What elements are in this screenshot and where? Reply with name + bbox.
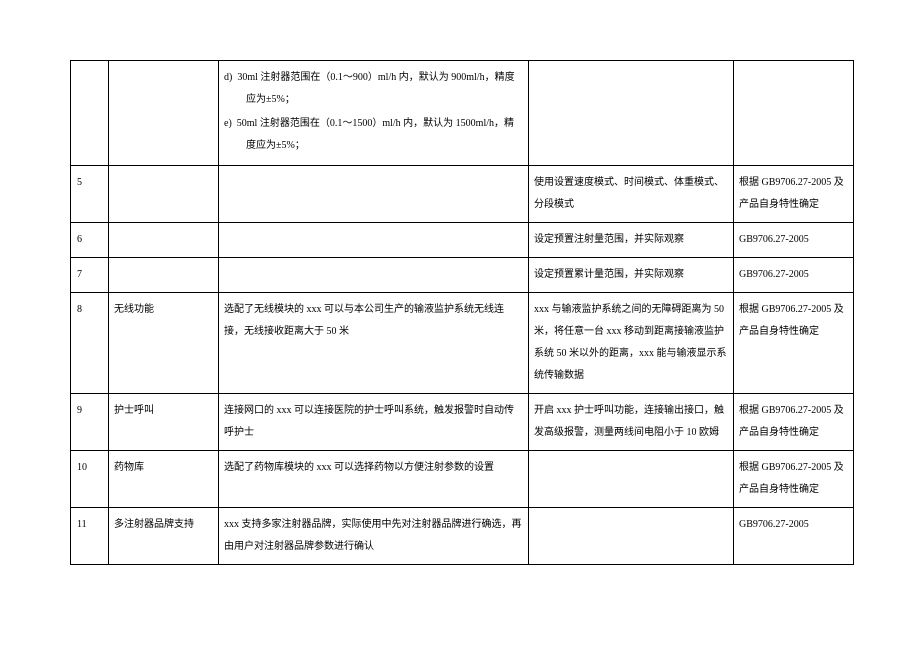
cell-method: xxx 与输液监护系统之间的无障碍距离为 50 米，将任意一台 xxx 移动到距… [529,293,734,394]
cell-ref: GB9706.27-2005 [734,258,854,293]
cell-name: 多注射器品牌支持 [109,508,219,565]
list-label: d) [224,72,232,83]
cell-name: 药物库 [109,451,219,508]
cell-desc: xxx 支持多家注射器品牌，实际使用中先对注射器品牌进行确选，再由用户对注射器品… [219,508,529,565]
cell-method: 开启 xxx 护士呼叫功能，连接输出接口，触发高级报警，测量两线间电阻小于 10… [529,394,734,451]
cell-desc: 连接网口的 xxx 可以连接医院的护士呼叫系统，触发报警时自动传呼护士 [219,394,529,451]
cell-method [529,451,734,508]
cell-no: 11 [71,508,109,565]
table-row: 10 药物库 选配了药物库模块的 xxx 可以选择药物以方便注射参数的设置 根据… [71,451,854,508]
cell-desc: 选配了无线模块的 xxx 可以与本公司生产的输液监护系统无线连接，无线接收距离大… [219,293,529,394]
cell-ref: 根据 GB9706.27-2005 及产品自身特性确定 [734,293,854,394]
table-row: 6 设定预置注射量范围，并实际观察 GB9706.27-2005 [71,223,854,258]
table-row: 5 使用设置速度模式、时间模式、体重模式、分段模式 根据 GB9706.27-2… [71,166,854,223]
cell-desc: d) 30ml 注射器范围在（0.1～900）ml/h 内，默认为 900ml/… [219,61,529,166]
cell-no: 5 [71,166,109,223]
table-row: 7 设定预置累计量范围，并实际观察 GB9706.27-2005 [71,258,854,293]
cell-method: 设定预置累计量范围，并实际观察 [529,258,734,293]
table-row: 9 护士呼叫 连接网口的 xxx 可以连接医院的护士呼叫系统，触发报警时自动传呼… [71,394,854,451]
cell-name: 无线功能 [109,293,219,394]
cell-desc [219,166,529,223]
cell-ref: 根据 GB9706.27-2005 及产品自身特性确定 [734,451,854,508]
cell-desc: 选配了药物库模块的 xxx 可以选择药物以方便注射参数的设置 [219,451,529,508]
cell-no [71,61,109,166]
cell-method: 设定预置注射量范围，并实际观察 [529,223,734,258]
cell-no: 7 [71,258,109,293]
cell-no: 10 [71,451,109,508]
list-label: e) [224,118,232,129]
list-item-e: e) 50ml 注射器范围在（0.1～1500）ml/h 内，默认为 1500m… [224,113,523,157]
table-row: 8 无线功能 选配了无线模块的 xxx 可以与本公司生产的输液监护系统无线连接，… [71,293,854,394]
cell-ref [734,61,854,166]
cell-no: 6 [71,223,109,258]
cell-no: 9 [71,394,109,451]
cell-name [109,61,219,166]
cell-ref: 根据 GB9706.27-2005 及产品自身特性确定 [734,394,854,451]
table-row: d) 30ml 注射器范围在（0.1～900）ml/h 内，默认为 900ml/… [71,61,854,166]
spec-table: d) 30ml 注射器范围在（0.1～900）ml/h 内，默认为 900ml/… [70,60,854,565]
list-text: 30ml 注射器范围在（0.1～900）ml/h 内，默认为 900ml/h，精… [237,72,514,105]
cell-ref: GB9706.27-2005 [734,223,854,258]
spec-table-body: d) 30ml 注射器范围在（0.1～900）ml/h 内，默认为 900ml/… [71,61,854,565]
table-row: 11 多注射器品牌支持 xxx 支持多家注射器品牌，实际使用中先对注射器品牌进行… [71,508,854,565]
cell-method [529,508,734,565]
cell-ref: 根据 GB9706.27-2005 及产品自身特性确定 [734,166,854,223]
list-text: 50ml 注射器范围在（0.1～1500）ml/h 内，默认为 1500ml/h… [237,118,514,151]
cell-name [109,223,219,258]
cell-method: 使用设置速度模式、时间模式、体重模式、分段模式 [529,166,734,223]
cell-name: 护士呼叫 [109,394,219,451]
cell-desc [219,258,529,293]
cell-ref: GB9706.27-2005 [734,508,854,565]
cell-name [109,166,219,223]
list-item-d: d) 30ml 注射器范围在（0.1～900）ml/h 内，默认为 900ml/… [224,67,523,111]
cell-no: 8 [71,293,109,394]
cell-name [109,258,219,293]
cell-method [529,61,734,166]
cell-desc [219,223,529,258]
